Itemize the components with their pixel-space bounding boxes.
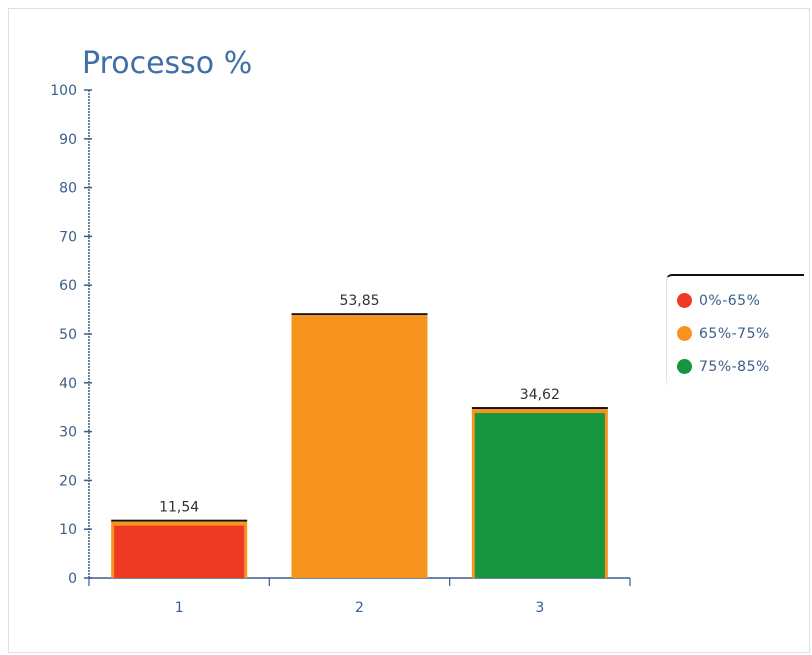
x-tick-label: 3	[535, 600, 544, 616]
legend-swatch-icon	[677, 326, 692, 341]
y-tick-label: 10	[59, 522, 77, 538]
chart-title: Processo %	[82, 46, 253, 81]
x-tick-label: 1	[175, 600, 184, 616]
chart-labels: 0 10 20 30 40 50 60 70 80 90 100 1 11,54 2 53,85 3 34,62	[50, 83, 560, 616]
bar	[474, 413, 605, 578]
legend-swatch-icon	[677, 359, 692, 374]
legend-item[interactable]: 0%-65%	[667, 284, 804, 317]
data-label: 53,85	[339, 293, 379, 309]
legend-item[interactable]: 65%-75%	[667, 317, 804, 350]
data-label: 34,62	[520, 387, 560, 403]
legend-label: 65%-75%	[699, 325, 770, 342]
y-tick-label: 90	[59, 132, 77, 148]
y-tick-label: 20	[59, 473, 77, 489]
x-tick-label: 2	[355, 600, 364, 616]
y-tick-label: 0	[68, 571, 77, 587]
data-label: 11,54	[159, 500, 199, 516]
legend-item[interactable]: 75%-85%	[667, 350, 804, 383]
chart-legend: 0%-65% 65%-75% 75%-85%	[666, 274, 804, 386]
y-tick-label: 50	[59, 327, 77, 343]
legend-swatch-icon	[677, 293, 692, 308]
bar-top-edge	[471, 407, 608, 410]
y-tick-label: 70	[59, 229, 77, 245]
chart-bars	[111, 313, 608, 578]
y-tick-label: 80	[59, 181, 77, 197]
legend-label: 0%-65%	[699, 292, 761, 309]
bar	[294, 319, 425, 578]
bar-top-edge	[291, 313, 428, 316]
bar-top-edge	[111, 519, 248, 522]
bar	[114, 525, 245, 578]
legend-label: 75%-85%	[699, 358, 770, 375]
y-tick-label: 40	[59, 376, 77, 392]
y-tick-label: 60	[59, 278, 77, 294]
y-tick-label: 30	[59, 425, 77, 441]
y-tick-label: 100	[50, 83, 77, 99]
